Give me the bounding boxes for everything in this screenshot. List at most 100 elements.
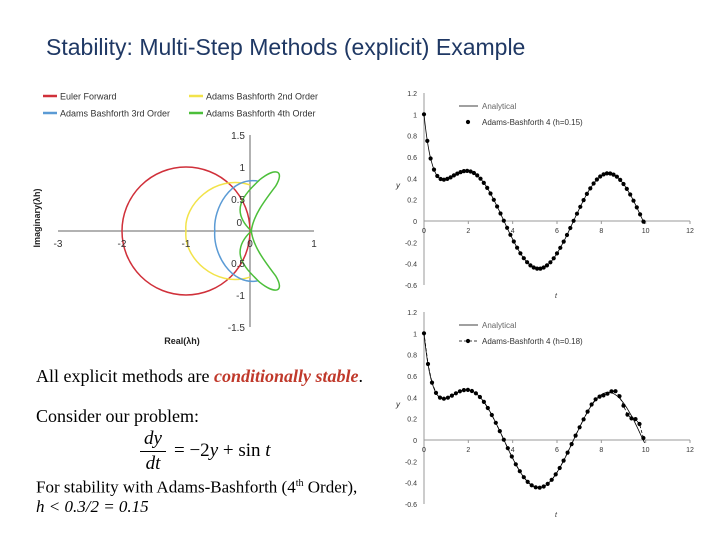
numerical-point [429, 380, 435, 385]
stability-y-tick: -1 [236, 291, 245, 302]
numerical-point [435, 173, 440, 179]
numerical-point [441, 396, 446, 401]
numerical-point [498, 211, 503, 216]
numerical-point [445, 176, 450, 181]
numerical-point [485, 405, 490, 411]
numerical-point [638, 212, 643, 217]
numerical-point [425, 361, 431, 367]
numerical-point [509, 454, 514, 459]
plot-y-tick: -0.6 [405, 283, 417, 290]
numerical-point [625, 412, 630, 417]
numerical-point [598, 174, 603, 179]
legend-numerical-label: Adams-Bashforth 4 (h=0.15) [482, 118, 583, 127]
plot-y-tick: 0.8 [407, 353, 417, 360]
numerical-point [609, 389, 614, 394]
plot-y-tick: 0.6 [407, 374, 417, 381]
numerical-point [608, 171, 613, 176]
numerical-point [495, 204, 500, 209]
numerical-point [581, 417, 586, 422]
numerical-point [617, 394, 622, 399]
numerical-point [577, 425, 582, 430]
numerical-point [531, 265, 536, 270]
numerical-point [601, 172, 606, 177]
numerical-point [431, 167, 437, 172]
legend-label-3: Adams Bashforth 4th Order [206, 109, 316, 119]
numerical-point [541, 484, 546, 489]
ab4-curve [239, 171, 281, 291]
plot-y-tick: 1 [413, 112, 417, 119]
numerical-point [453, 391, 458, 396]
numerical-point [533, 485, 538, 490]
stability-x-tick: -3 [54, 239, 63, 250]
conditionally-stable-statement: All explicit methods are conditionally s… [36, 366, 363, 386]
numerical-point [581, 198, 586, 203]
legend-label-0: Euler Forward [60, 92, 117, 102]
numerical-point [553, 472, 558, 477]
legend-numerical-swatch [465, 338, 471, 344]
stability-condition-text: For stability with Adams-Bashforth (4th … [36, 477, 358, 516]
numerical-point [613, 389, 618, 394]
numerical-point [475, 173, 480, 178]
numerical-point [564, 232, 570, 238]
plot-x-axis-title: t [555, 293, 558, 300]
plot-y-tick: -0.4 [405, 481, 417, 488]
numerical-point [605, 391, 610, 396]
numerical-point [489, 412, 494, 418]
stability-curves [121, 166, 281, 296]
stability-region-chart: Euler Forward Adams Bashforth 2nd Order Ad… [32, 92, 318, 347]
numerical-point [574, 211, 580, 216]
numerical-point [544, 263, 550, 268]
legend-analytical-label: Analytical [482, 102, 516, 111]
stability-labels: -3 -2 -1 0 1 1.5 1 0.5 0.5 -1 -1.5 0 Real(λh) Imagina… [32, 131, 317, 346]
numerical-point [633, 417, 638, 422]
numerical-point [537, 485, 542, 490]
plot-x-tick: 4 [511, 447, 515, 454]
numerical-point [425, 138, 430, 143]
equation-rhs: = −2y + sin t [174, 440, 271, 461]
numerical-point [538, 266, 543, 271]
numerical-point [618, 177, 623, 182]
numerical-point [529, 483, 534, 488]
numerical-point [571, 218, 576, 223]
stability-x-tick: -1 [182, 239, 191, 250]
numerical-point [621, 403, 626, 408]
plot-y-tick: 1.2 [407, 310, 417, 317]
numerical-point [473, 391, 478, 396]
numerical-point [477, 394, 482, 400]
numerical-point [594, 177, 600, 182]
numerical-point [451, 173, 456, 178]
numerical-point [448, 175, 453, 180]
plot-y-tick: 0.6 [407, 155, 417, 162]
solution-plot-h018: 1.2 1 0.8 0.6 0.4 0.2 0 -0.2 -0.4 -0.6 0 2 4 6 8 10 12 y t… [395, 310, 694, 519]
numerical-point [501, 218, 506, 223]
numerical-point [505, 446, 510, 451]
numerical-point [465, 168, 470, 173]
numerical-point [558, 245, 563, 250]
numerical-point [549, 477, 554, 482]
plot-y-tick: 0.4 [407, 176, 417, 183]
legend-numerical-label: Adams-Bashforth 4 (h=0.18) [482, 337, 583, 346]
numerical-point [497, 429, 502, 434]
plot-x-tick: 12 [686, 447, 694, 454]
plot-y-tick: 0 [413, 438, 417, 445]
consider-problem-text: Consider our problem: [36, 406, 199, 426]
numerical-point [469, 388, 474, 394]
plot-x-tick: 10 [642, 447, 650, 454]
numerical-point [461, 169, 466, 174]
numerical-point [545, 481, 550, 486]
plot-y-tick: -0.2 [405, 459, 417, 466]
stability-x-tick: -2 [118, 239, 127, 250]
plot-y-tick: 0.4 [407, 395, 417, 402]
numerical-point [457, 389, 462, 394]
numerical-point [597, 394, 602, 399]
numerical-line [423, 333, 644, 489]
numerical-point [634, 205, 639, 210]
numerical-point [488, 191, 493, 196]
numerical-point [628, 192, 633, 197]
numerical-point [471, 170, 476, 176]
numerical-point [541, 265, 546, 270]
stability-y-tick: 0.5 [231, 195, 245, 206]
numerical-point [589, 402, 594, 407]
plot-y-tick: 0.2 [407, 198, 417, 205]
numerical-point [573, 433, 578, 438]
